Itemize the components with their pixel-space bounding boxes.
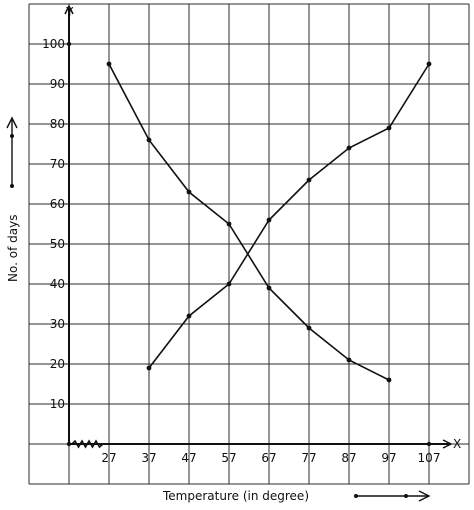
y-tick-label: 30 [50,317,65,331]
y-axis-title: No. of days [6,215,20,282]
data-point [386,377,392,383]
data-point [186,189,192,195]
data-point [306,325,312,331]
y-tick-label: 90 [50,77,65,91]
x-axis-title: Temperature (in degree) [162,489,309,503]
y-tick-label: 20 [50,357,65,371]
x-end-dot [426,441,432,447]
x-tick-label: 107 [418,451,441,465]
x-tick-label: 27 [101,451,116,465]
y-tick-label: 40 [50,277,65,291]
y-tick-label: 60 [50,197,65,211]
y-tick-label: 100 [42,37,65,51]
axis-break-mark [71,439,104,449]
x-direction-dot [404,494,408,498]
x-tick-label: 97 [381,451,396,465]
y-direction-dot [10,184,14,188]
data-point [426,61,432,67]
x-tick-label: 57 [221,451,236,465]
axis-direction-arrows [6,116,431,502]
data-point [186,313,192,319]
data-point [346,145,352,151]
data-point [146,137,152,143]
series-line-2 [148,63,430,369]
y-axis-arrow [64,4,74,15]
x-tick-label: 77 [301,451,316,465]
x-axis-arrow [442,439,453,449]
y-tick-label: 50 [50,237,65,251]
origin-dot [66,441,72,447]
x-tick-label: 37 [141,451,156,465]
series-group [106,61,432,383]
y-tick-label: 70 [50,157,65,171]
data-point [306,177,312,183]
x-direction-dot [354,494,358,498]
axis-labels: Y X Temperature (in degree) No. of days [6,5,461,503]
grid [28,3,470,485]
series-line-1 [108,63,390,381]
data-point [226,281,232,287]
x-tick-label: 67 [261,451,276,465]
data-point [146,365,152,371]
data-point [106,61,112,67]
y-tick-label: 80 [50,117,65,131]
x-direction-arrowhead [418,490,431,502]
data-point [266,285,272,291]
axes [64,4,453,449]
y-tick-label: 10 [50,397,65,411]
y-axis-letter: Y [65,5,74,19]
data-point [266,217,272,223]
y-direction-arrowhead [6,116,18,129]
x-axis-letter: X [453,437,461,451]
y-direction-dot [10,134,14,138]
data-point [226,221,232,227]
data-point [346,357,352,363]
x-tick-label: 87 [341,451,356,465]
tick-labels: 10 20 30 40 50 60 70 80 90 100 27 37 47 57 67 77 87 97 107 [42,37,440,465]
x-tick-label: 47 [181,451,196,465]
data-point [386,125,392,131]
